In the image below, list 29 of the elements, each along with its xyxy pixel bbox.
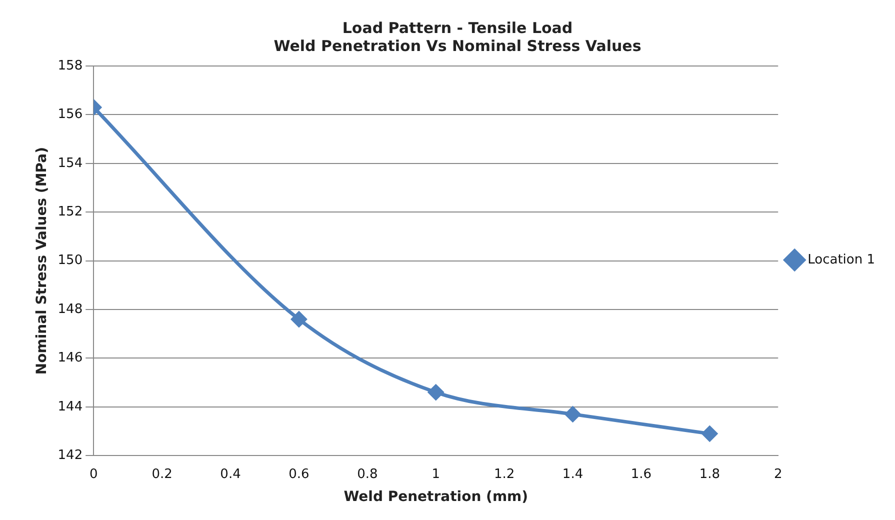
y-tick-label: 146 [58, 350, 83, 366]
x-axis-title: Weld Penetration (mm) [344, 489, 528, 506]
point [291, 311, 307, 327]
y-tick-label: 142 [58, 448, 83, 463]
y-tick-label: 150 [58, 253, 83, 268]
point [702, 426, 718, 442]
x-tick-label: 0.8 [357, 466, 378, 482]
y-tick-label: 154 [58, 156, 83, 171]
y-tick-label: 144 [58, 399, 83, 414]
x-tick-label: 1.6 [630, 466, 652, 482]
point [428, 384, 444, 400]
x-tick-label: 1.2 [494, 466, 515, 482]
y-tick-label: 152 [58, 204, 83, 220]
point [565, 406, 581, 422]
y-axis-title: Nominal Stress Values (MPa) [34, 147, 50, 375]
x-tick-label: 0.2 [152, 466, 172, 482]
text: Load Pattern - Tensile Load [342, 18, 573, 37]
x-tick-label: 1.8 [699, 466, 720, 482]
x-tick-label: 1.4 [562, 466, 584, 482]
x-tick-label: 0.6 [288, 466, 310, 482]
x-tick-label: 0.4 [220, 466, 241, 482]
y-tick-label: 158 [58, 58, 83, 74]
x-tick-label: 1 [432, 466, 440, 482]
y-tick-label: 156 [58, 107, 83, 122]
x-tick-label: 2 [774, 466, 782, 482]
x-tick-label: 0 [89, 466, 98, 482]
legend-label: Location 1 [808, 252, 876, 268]
text: Weld Penetration Vs Nominal Stress Values [274, 36, 642, 55]
y-tick-label: 148 [58, 302, 83, 317]
